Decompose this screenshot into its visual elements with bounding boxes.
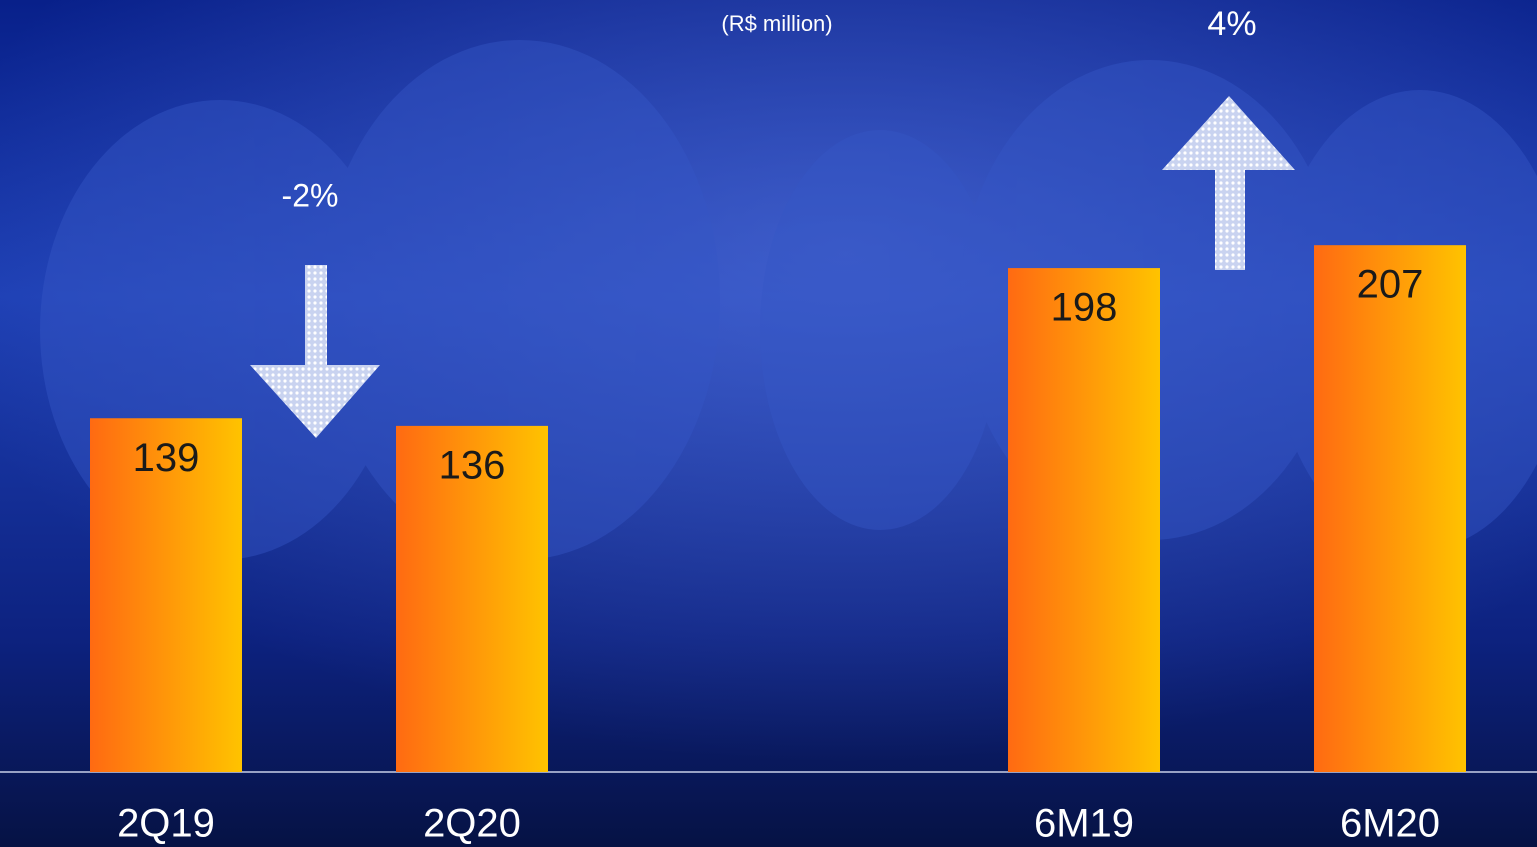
value-label: 136 [439, 443, 506, 487]
x-tick-label: 2Q20 [423, 802, 521, 846]
value-label: 139 [133, 436, 200, 480]
subtitle: (R$ million) [721, 11, 832, 36]
value-label: 198 [1051, 286, 1118, 330]
x-tick-label: 6M20 [1340, 802, 1440, 846]
bar [396, 425, 548, 772]
down-arrow [250, 265, 380, 438]
bar [1314, 245, 1466, 772]
annotation: -2% [282, 177, 339, 213]
up-arrow [1162, 96, 1295, 270]
bar [1008, 268, 1160, 772]
x-tick-label: 6M19 [1034, 802, 1134, 846]
value-label: 207 [1357, 263, 1424, 307]
x-tick-label: 2Q19 [117, 802, 215, 846]
bar [90, 418, 242, 772]
annotation: 4% [1207, 5, 1256, 43]
